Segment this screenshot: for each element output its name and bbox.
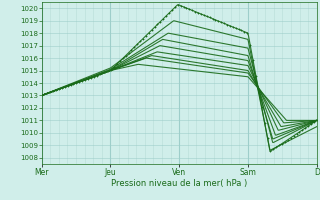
X-axis label: Pression niveau de la mer( hPa ): Pression niveau de la mer( hPa ) [111, 179, 247, 188]
